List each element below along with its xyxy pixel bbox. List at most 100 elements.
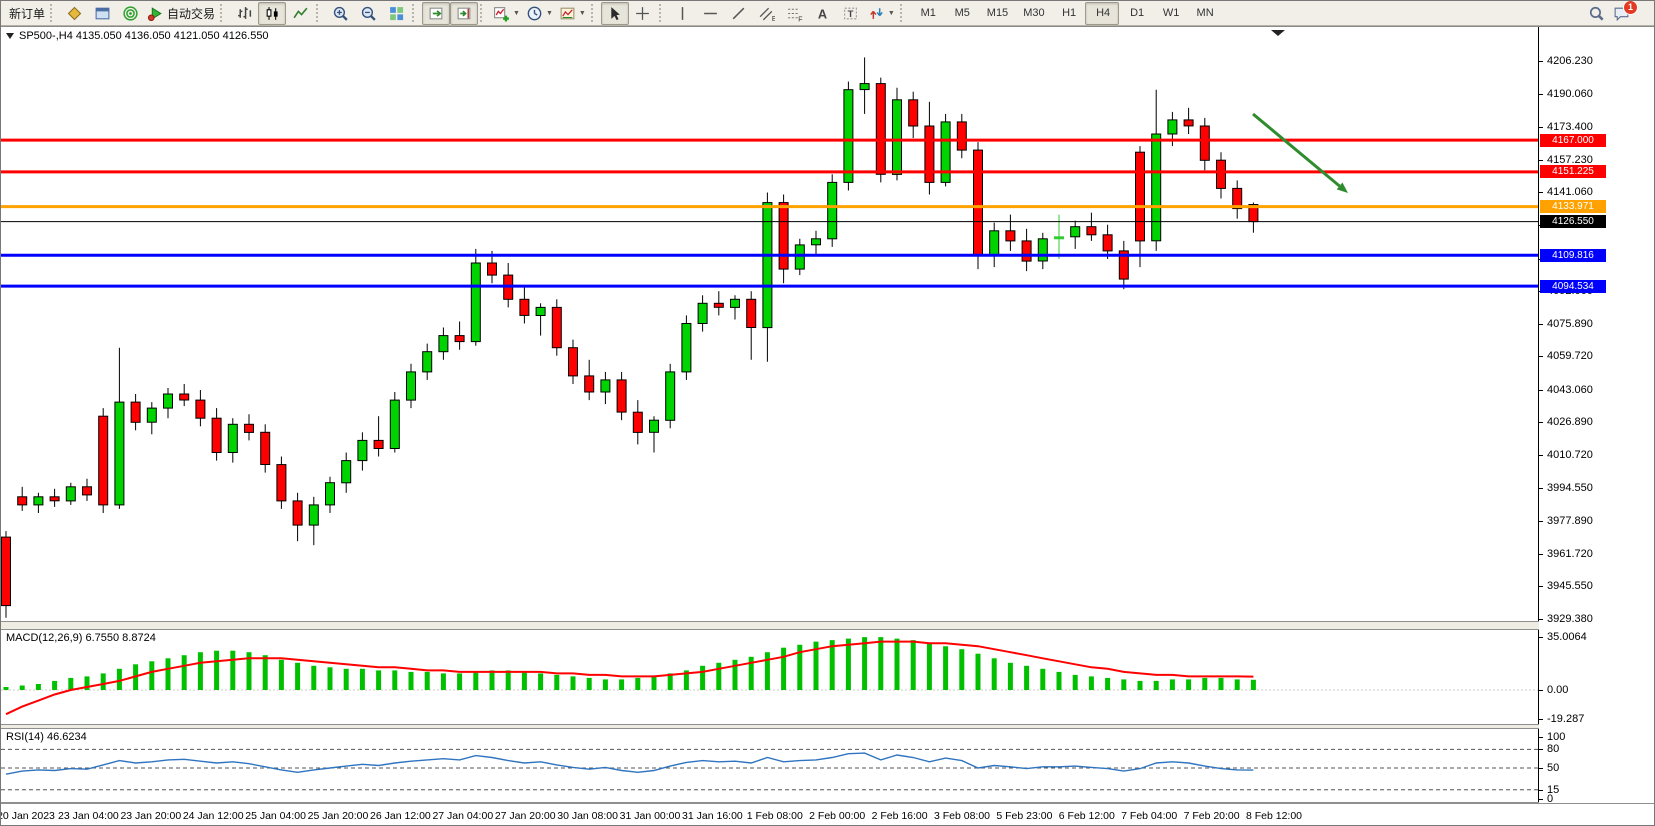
candle: [65, 482, 76, 505]
zoom-out-button[interactable]: [354, 2, 382, 25]
rsi-label: RSI(14) 46.6234: [6, 731, 87, 743]
rsi-tick-label: 100: [1547, 731, 1566, 743]
tf-m15-button[interactable]: M15: [978, 2, 1014, 25]
price-line-label[interactable]: 4151.225: [1540, 165, 1606, 178]
signals-button[interactable]: [116, 2, 144, 25]
bar-chart-button[interactable]: [230, 2, 258, 25]
line-chart-button[interactable]: [286, 2, 314, 25]
candle: [163, 388, 173, 419]
chart-shift-button[interactable]: [450, 1, 479, 25]
horizontal-line-button[interactable]: [697, 2, 725, 25]
channel-glyph: E: [760, 7, 775, 22]
indicators-button[interactable]: ▼: [490, 2, 523, 25]
toolbar-separator: [412, 4, 419, 22]
price-line-label[interactable]: 4109.816: [1540, 249, 1606, 262]
data-window-button[interactable]: [88, 2, 116, 25]
periods-button[interactable]: ▼: [523, 2, 556, 25]
price-line-label[interactable]: 4133.971: [1540, 200, 1606, 213]
main-chart[interactable]: [1, 27, 1539, 621]
price-tick-label: 4190.060: [1547, 88, 1593, 100]
axis-tick: [1539, 790, 1543, 791]
tf-m1-button[interactable]: M1: [910, 2, 944, 25]
toolbar-separator: [899, 4, 907, 22]
macd-panel[interactable]: [1, 630, 1539, 724]
zoom-in-button[interactable]: [326, 2, 354, 25]
svg-text:A: A: [818, 6, 827, 21]
tf-m15-button-label: M15: [986, 7, 1009, 19]
trendline-button[interactable]: [725, 2, 753, 25]
candle: [746, 291, 757, 360]
candle: [470, 248, 481, 346]
addindicator-glyph: [494, 6, 509, 21]
chat-button[interactable]: 1: [1610, 1, 1648, 25]
current-price-label[interactable]: 4126.550: [1540, 215, 1606, 228]
chart-window[interactable]: SP500-,H4 4135.050 4136.050 4121.050 412…: [1, 26, 1654, 825]
candle: [762, 192, 773, 362]
trend-arrow-annotation[interactable]: [1252, 112, 1348, 193]
candle: [292, 492, 303, 542]
tf-mn-button-label: MN: [1196, 7, 1214, 19]
crosshair-button[interactable]: [629, 2, 657, 25]
candlestick-chart-button[interactable]: [258, 1, 287, 25]
one-click-trading-icon[interactable]: [6, 33, 14, 39]
panel-splitter[interactable]: [1, 724, 1654, 729]
cursor-button[interactable]: [600, 1, 629, 25]
price-axis[interactable]: 4206.230 4190.060 4173.400 4157.230 4141.060…: [1539, 27, 1654, 805]
tf-d1-button[interactable]: D1: [1119, 2, 1153, 25]
candle: [1070, 220, 1081, 249]
axis-tick: [1539, 799, 1543, 800]
candle: [82, 478, 92, 501]
tf-m1-button-label: M1: [920, 7, 936, 19]
panel-splitter[interactable]: [1, 621, 1654, 630]
macd-signal-line: [5, 640, 1254, 716]
auto-scroll-button[interactable]: [422, 1, 451, 25]
templates-button[interactable]: ▼: [556, 2, 589, 25]
rsi-panel[interactable]: [1, 729, 1539, 802]
tf-m5-button-label: M5: [954, 7, 970, 19]
candle: [859, 57, 870, 114]
price-tick-label: 4043.060: [1547, 384, 1593, 396]
candle: [130, 394, 141, 431]
arrows-button[interactable]: ▼: [865, 2, 898, 25]
fibonacci-button[interactable]: F: [781, 2, 809, 25]
candle: [1005, 214, 1016, 251]
time-axis[interactable]: 20 Jan 2023 23 Jan 04:00 23 Jan 20:00 24 Ja…: [1, 804, 1654, 825]
axis-tick: [1539, 61, 1543, 62]
tf-m30-button[interactable]: M30: [1014, 2, 1050, 25]
new-order-button[interactable]: 新订单: [3, 2, 48, 25]
zoomout-glyph: [361, 6, 376, 21]
tf-h4-button[interactable]: H4: [1084, 1, 1119, 25]
axis-tick: [1539, 690, 1543, 691]
trendline-glyph: [733, 7, 745, 19]
time-tick-label: 23 Jan 04:00: [58, 810, 119, 822]
price-line-label[interactable]: 4094.534: [1540, 280, 1606, 293]
time-tick-label: 25 Jan 20:00: [307, 810, 369, 822]
crosshair-glyph: [636, 6, 650, 20]
time-tick-label: 3 Feb 08:00: [933, 810, 991, 822]
macd-tick-label: 35.0064: [1547, 631, 1587, 643]
rsi-tick-label: 15: [1547, 784, 1560, 796]
text-label-button[interactable]: T: [837, 2, 865, 25]
tf-m5-button[interactable]: M5: [944, 2, 978, 25]
axis-tick: [1539, 94, 1543, 95]
market-watch-button[interactable]: [60, 2, 88, 25]
tile-windows-button[interactable]: [382, 2, 410, 25]
tf-w1-button[interactable]: W1: [1153, 2, 1187, 25]
candle: [519, 287, 530, 324]
tf-mn-button[interactable]: MN: [1187, 2, 1221, 25]
equidistant-channel-button[interactable]: E: [753, 2, 781, 25]
vertical-line-button[interactable]: [669, 2, 697, 25]
tf-d1-button-label: D1: [1130, 7, 1145, 19]
price-line-label[interactable]: 4167.000: [1540, 134, 1606, 147]
toolbar-separator: [316, 4, 323, 22]
chart-shift-marker[interactable]: [1271, 30, 1285, 36]
candle: [211, 408, 222, 461]
text-button[interactable]: A: [809, 2, 837, 25]
candle: [422, 343, 433, 380]
candle: [308, 496, 319, 546]
autotrading-button[interactable]: 自动交易: [144, 2, 218, 25]
search-button[interactable]: [1582, 2, 1610, 25]
price-tick-label: 3994.550: [1547, 482, 1593, 494]
candle: [195, 390, 206, 427]
tf-h1-button[interactable]: H1: [1051, 2, 1085, 25]
